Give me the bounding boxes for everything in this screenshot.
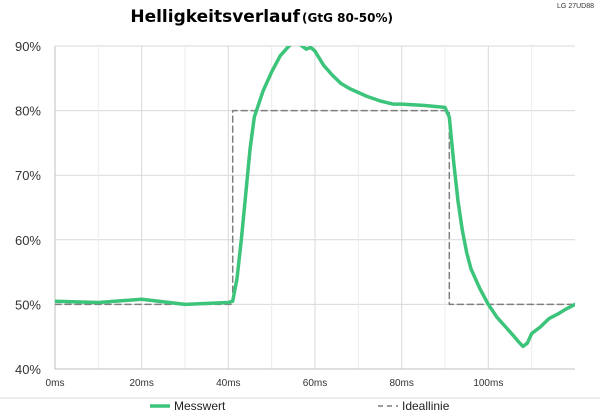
tick-labels: 40% 50% 60% 70% 80% 90% 0ms 20ms 40ms 60ms 80ms 100…: [15, 39, 503, 389]
y-tick-label: 60%: [15, 233, 41, 248]
x-tick-label: 60ms: [303, 378, 327, 389]
chart-title: Helligkeitsverlauf: [130, 7, 300, 27]
legend-label-messwert: Messwert: [174, 399, 226, 413]
model-label: LG 27UD88: [557, 3, 594, 10]
chart-subtitle: (GtG 80-50%): [302, 11, 393, 25]
x-tick-label: 100ms: [473, 378, 503, 389]
series-line-ideallinie: [55, 109, 575, 306]
y-tick-label: 50%: [15, 297, 41, 312]
y-tick-label: 40%: [15, 362, 41, 377]
y-tick-label: 70%: [15, 168, 41, 183]
series-lines: [55, 46, 575, 349]
x-tick-label: 80ms: [389, 378, 413, 389]
x-tick-label: 20ms: [129, 378, 153, 389]
series-line-messwert: [55, 46, 575, 349]
legend: Messwert Ideallinie: [150, 399, 450, 413]
grid: [54, 45, 575, 370]
x-tick-label: 0ms: [46, 378, 65, 389]
legend-label-ideallinie: Ideallinie: [402, 399, 450, 413]
x-tick-label: 40ms: [216, 378, 240, 389]
y-tick-label: 90%: [15, 39, 41, 54]
y-tick-label: 80%: [15, 104, 41, 119]
